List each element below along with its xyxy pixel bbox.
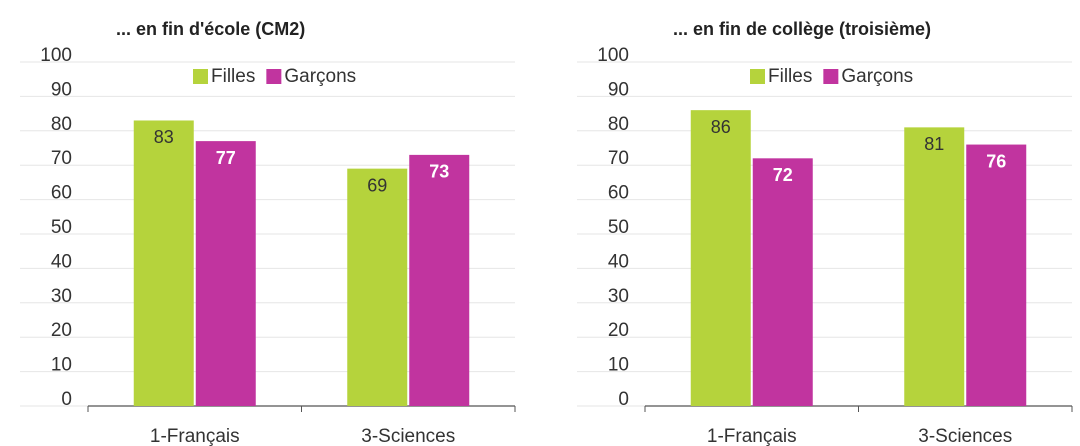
bar: [409, 154, 470, 406]
x-tick-label: 1-Français: [707, 426, 797, 446]
bar: [347, 168, 408, 406]
y-tick-label: 60: [51, 183, 72, 204]
data-label: 77: [216, 148, 236, 168]
y-tick-label: 40: [608, 251, 629, 272]
data-label: 81: [924, 134, 944, 154]
chart-title: ... en fin d'école (CM2): [116, 19, 305, 39]
legend-swatch: [823, 69, 839, 84]
bar: [690, 110, 751, 406]
bar: [133, 120, 194, 406]
y-tick-label: 50: [608, 217, 629, 238]
legend-swatch: [193, 69, 208, 84]
y-tick-label: 20: [51, 320, 72, 341]
y-tick-label: 70: [51, 148, 72, 169]
y-tick-label: 90: [51, 79, 72, 100]
y-tick-label: 30: [608, 286, 629, 307]
legend-label: Garçons: [284, 66, 356, 87]
data-label: 73: [429, 162, 449, 182]
y-tick-label: 0: [618, 389, 629, 410]
y-tick-label: 0: [61, 389, 72, 410]
chart-title: ... en fin de collège (troisième): [673, 19, 931, 39]
bar: [752, 158, 813, 406]
y-tick-label: 70: [608, 148, 629, 169]
x-tick-label: 3-Sciences: [918, 426, 1012, 446]
y-tick-label: 30: [51, 286, 72, 307]
data-label: 83: [154, 127, 174, 147]
legend-label: Filles: [211, 66, 255, 87]
data-label: 72: [773, 165, 793, 185]
bar: [195, 141, 256, 406]
y-tick-label: 10: [608, 355, 629, 376]
y-tick-label: 60: [608, 183, 629, 204]
data-label: 69: [367, 175, 387, 195]
legend-swatch: [266, 69, 282, 84]
y-tick-label: 100: [597, 45, 629, 66]
y-tick-label: 80: [608, 114, 629, 135]
bar: [904, 127, 965, 407]
y-tick-label: 20: [608, 320, 629, 341]
legend-label: Filles: [768, 66, 812, 87]
legend-label: Garçons: [841, 66, 913, 87]
x-tick-label: 3-Sciences: [361, 426, 455, 446]
x-tick-label: 1-Français: [150, 426, 240, 446]
y-tick-label: 50: [51, 217, 72, 238]
bar: [966, 144, 1027, 406]
y-tick-label: 10: [51, 355, 72, 376]
y-tick-label: 80: [51, 114, 72, 135]
data-label: 76: [986, 151, 1006, 171]
y-tick-label: 100: [40, 45, 72, 66]
data-label: 86: [711, 117, 731, 137]
y-tick-label: 40: [51, 251, 72, 272]
y-tick-label: 90: [608, 79, 629, 100]
legend-swatch: [750, 69, 765, 84]
